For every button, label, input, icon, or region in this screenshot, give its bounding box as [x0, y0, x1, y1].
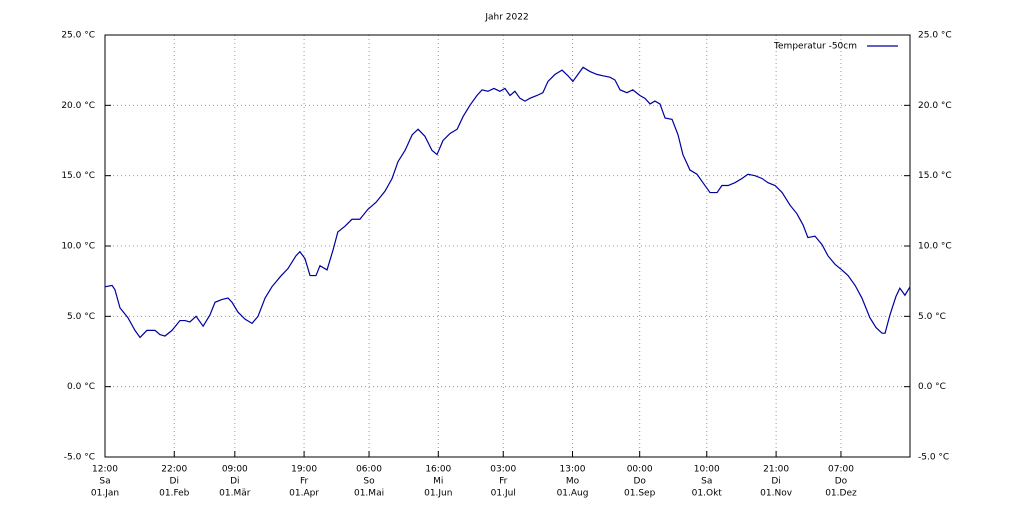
- x-tick-label: 01.Jun: [424, 489, 452, 499]
- x-tick-label: Sa: [99, 477, 110, 487]
- x-tick-label: Fr: [300, 477, 309, 487]
- chart-title: Jahr 2022: [484, 13, 528, 23]
- x-tick-label: 01.Nov: [760, 489, 793, 499]
- x-tick-label: 01.Jul: [491, 489, 516, 499]
- x-tick-label: 19:00: [291, 465, 317, 475]
- y-tick-label: -5.0 °C: [64, 453, 95, 463]
- legend-label: Temperatur -50cm: [773, 42, 857, 52]
- x-tick-label: 03:00: [490, 465, 516, 475]
- y2-tick-label: -5.0 °C: [918, 453, 949, 463]
- x-tick-label: So: [363, 477, 375, 487]
- series-line: [104, 66, 911, 339]
- y-tick-label: 10.0 °C: [61, 242, 95, 252]
- x-tick-label: Sa: [701, 477, 712, 487]
- y2-tick-label: 15.0 °C: [918, 171, 952, 181]
- y2-tick-label: 20.0 °C: [918, 101, 952, 111]
- plot-border: [104, 34, 911, 458]
- x-tick-label: Di: [771, 477, 780, 487]
- x-tick-label: 16:00: [425, 465, 451, 475]
- y-tick-label: 20.0 °C: [61, 101, 95, 111]
- x-tick-label: 01.Feb: [159, 489, 190, 499]
- x-tick-label: 01.Jan: [91, 489, 119, 499]
- x-tick-label: Mo: [566, 477, 580, 487]
- x-tick-label: 01.Sep: [624, 489, 656, 499]
- x-tick-label: 22:00: [161, 465, 187, 475]
- x-tick-label: 01.Aug: [557, 489, 589, 499]
- x-tick-label: Do: [835, 477, 848, 487]
- x-tick-label: 00:00: [627, 465, 653, 475]
- x-tick-label: 06:00: [356, 465, 382, 475]
- x-tick-label: 10:00: [694, 465, 720, 475]
- x-tick-label: 01.Okt: [692, 489, 723, 499]
- x-tick-label: 13:00: [560, 465, 586, 475]
- x-tick-label: 07:00: [828, 465, 854, 475]
- x-tick-label: Do: [633, 477, 646, 487]
- x-tick-label: Di: [230, 477, 239, 487]
- x-tick-label: 01.Apr: [289, 489, 319, 499]
- y-tick-label: 5.0 °C: [67, 312, 95, 322]
- x-tick-label: 12:00: [92, 465, 118, 475]
- y-tick-label: 0.0 °C: [67, 382, 95, 392]
- x-tick-label: Fr: [499, 477, 508, 487]
- x-tick-label: 09:00: [222, 465, 248, 475]
- y2-tick-label: 10.0 °C: [918, 242, 952, 252]
- x-tick-label: 01.Mai: [354, 489, 384, 499]
- x-tick-label: 21:00: [763, 465, 789, 475]
- y2-tick-label: 0.0 °C: [918, 382, 946, 392]
- x-tick-label: 01.Mär: [219, 489, 251, 499]
- x-tick-label: Di: [170, 477, 179, 487]
- y2-tick-label: 25.0 °C: [918, 31, 952, 41]
- x-tick-label: Mi: [433, 477, 443, 487]
- y-tick-label: 15.0 °C: [61, 171, 95, 181]
- y-tick-label: 25.0 °C: [61, 31, 95, 41]
- x-tick-label: 01.Dez: [825, 489, 857, 499]
- y2-tick-label: 5.0 °C: [918, 312, 946, 322]
